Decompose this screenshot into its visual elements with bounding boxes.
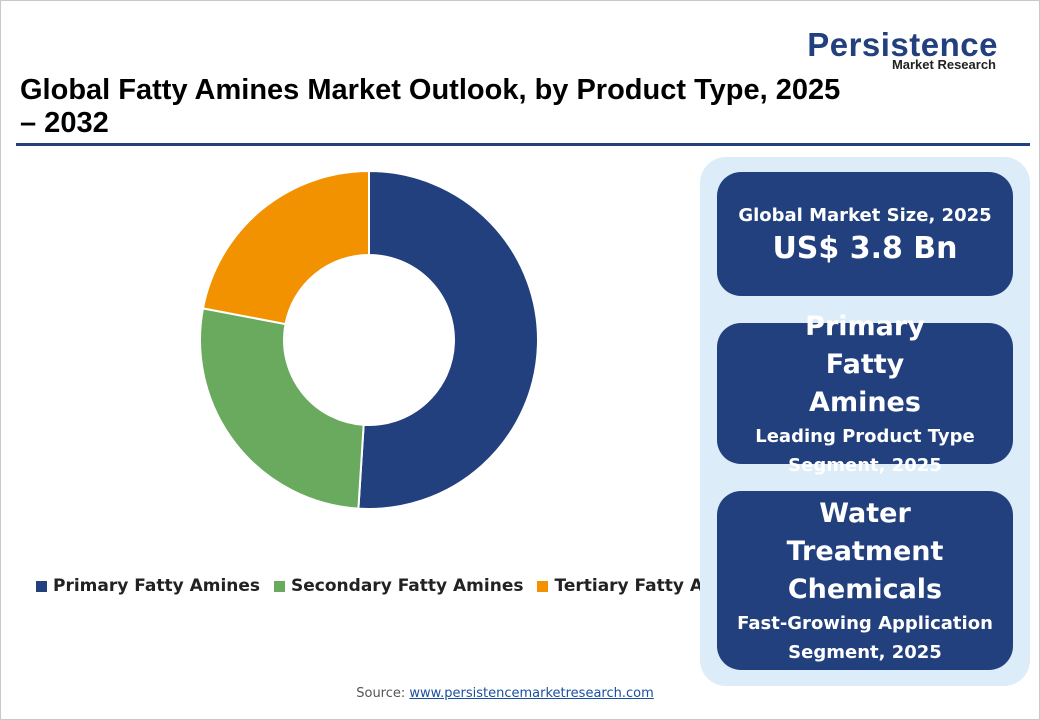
header-rule [16, 143, 1030, 146]
card-value: US$ 3.8 Bn [772, 230, 958, 266]
legend-swatch [274, 580, 286, 592]
summary-card: Water Treatment Chemicals Fast-Growing A… [717, 491, 1013, 670]
legend-label: Secondary Fatty Amines [291, 576, 524, 596]
chart-title: Global Fatty Amines Market Outlook, by P… [20, 74, 841, 139]
legend-item: Primary Fatty Amines [36, 576, 260, 596]
source-link[interactable]: www.persistencemarketresearch.com [409, 686, 654, 701]
card-label: Global Market Size, 2025 [738, 204, 992, 226]
source-label: Source: [356, 686, 406, 701]
donut-slice [201, 169, 370, 326]
card-label: Fast-Growing Application Segment, 2025 [737, 612, 993, 663]
legend-item: Secondary Fatty Amines [274, 576, 523, 596]
legend-swatch [36, 580, 47, 592]
card-label: Leading Product Type Segment, 2025 [755, 425, 975, 476]
brand-name: Persistence [807, 26, 998, 63]
card-value: Primary Fatty Amines [805, 310, 925, 418]
donut-chart [199, 169, 539, 510]
brand-tagline: Market Research [891, 57, 996, 72]
donut-slice [199, 307, 365, 510]
legend: Primary Fatty Amines Secondary Fatty Amin… [36, 576, 760, 596]
legend-swatch [537, 580, 549, 592]
summary-card: Global Market Size, 2025 US$ 3.8 Bn [717, 172, 1013, 296]
legend-label: Primary Fatty Amines [53, 576, 261, 596]
card-value: Water Treatment Chemicals [786, 497, 944, 605]
source: Source: www.persistencemarketresearch.co… [0, 686, 1010, 701]
donut-slice [357, 169, 539, 510]
summary-card: Primary Fatty Amines Leading Product Typ… [717, 311, 1013, 476]
